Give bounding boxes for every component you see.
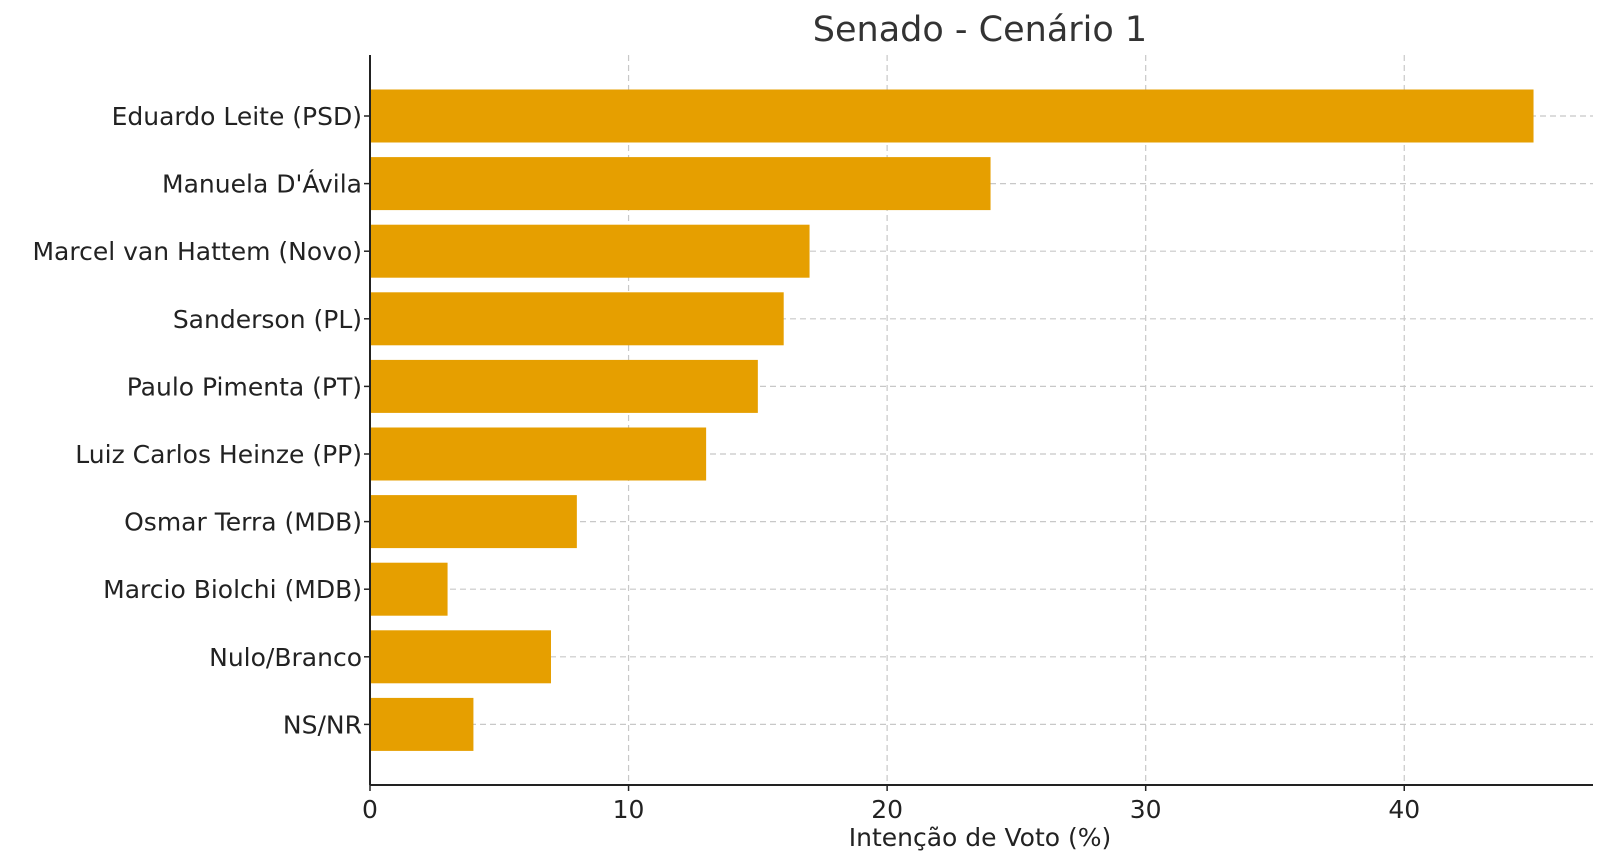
bar-9 (370, 697, 474, 751)
category-label-6: Osmar Terra (MDB) (124, 508, 362, 537)
category-label-5: Luiz Carlos Heinze (PP) (75, 440, 362, 469)
category-label-2: Marcel van Hattem (Novo) (32, 237, 362, 266)
bar-1 (370, 157, 991, 211)
x-tick-label-10: 10 (613, 795, 645, 824)
x-ticks: 0 10 20 30 40 (362, 785, 1420, 824)
category-label-0: Eduardo Leite (PSD) (112, 102, 362, 131)
category-label-3: Sanderson (PL) (173, 305, 362, 334)
bar-0 (370, 89, 1534, 143)
x-tick-label-30: 30 (1130, 795, 1162, 824)
category-label-4: Paulo Pimenta (PT) (127, 372, 362, 401)
bar-6 (370, 495, 577, 549)
category-label-1: Manuela D'Ávila (162, 170, 362, 199)
x-tick-label-40: 40 (1388, 795, 1420, 824)
bar-3 (370, 292, 784, 346)
bar-4 (370, 359, 758, 413)
x-tick-label-0: 0 (362, 795, 378, 824)
axes (369, 55, 1593, 786)
x-axis-label: Intenção de Voto (%) (849, 823, 1112, 852)
category-labels: Eduardo Leite (PSD) Manuela D'Ávila Marcel… (32, 102, 370, 739)
category-label-9: NS/NR (283, 710, 362, 739)
category-label-7: Marcio Biolchi (MDB) (103, 575, 362, 604)
x-tick-label-20: 20 (871, 795, 903, 824)
bar-2 (370, 224, 810, 278)
bars (370, 89, 1534, 751)
bar-8 (370, 630, 551, 684)
category-label-8: Nulo/Branco (209, 643, 362, 672)
bar-7 (370, 562, 448, 616)
bar-5 (370, 427, 707, 481)
chart-title: Senado - Cenário 1 (813, 10, 1147, 50)
